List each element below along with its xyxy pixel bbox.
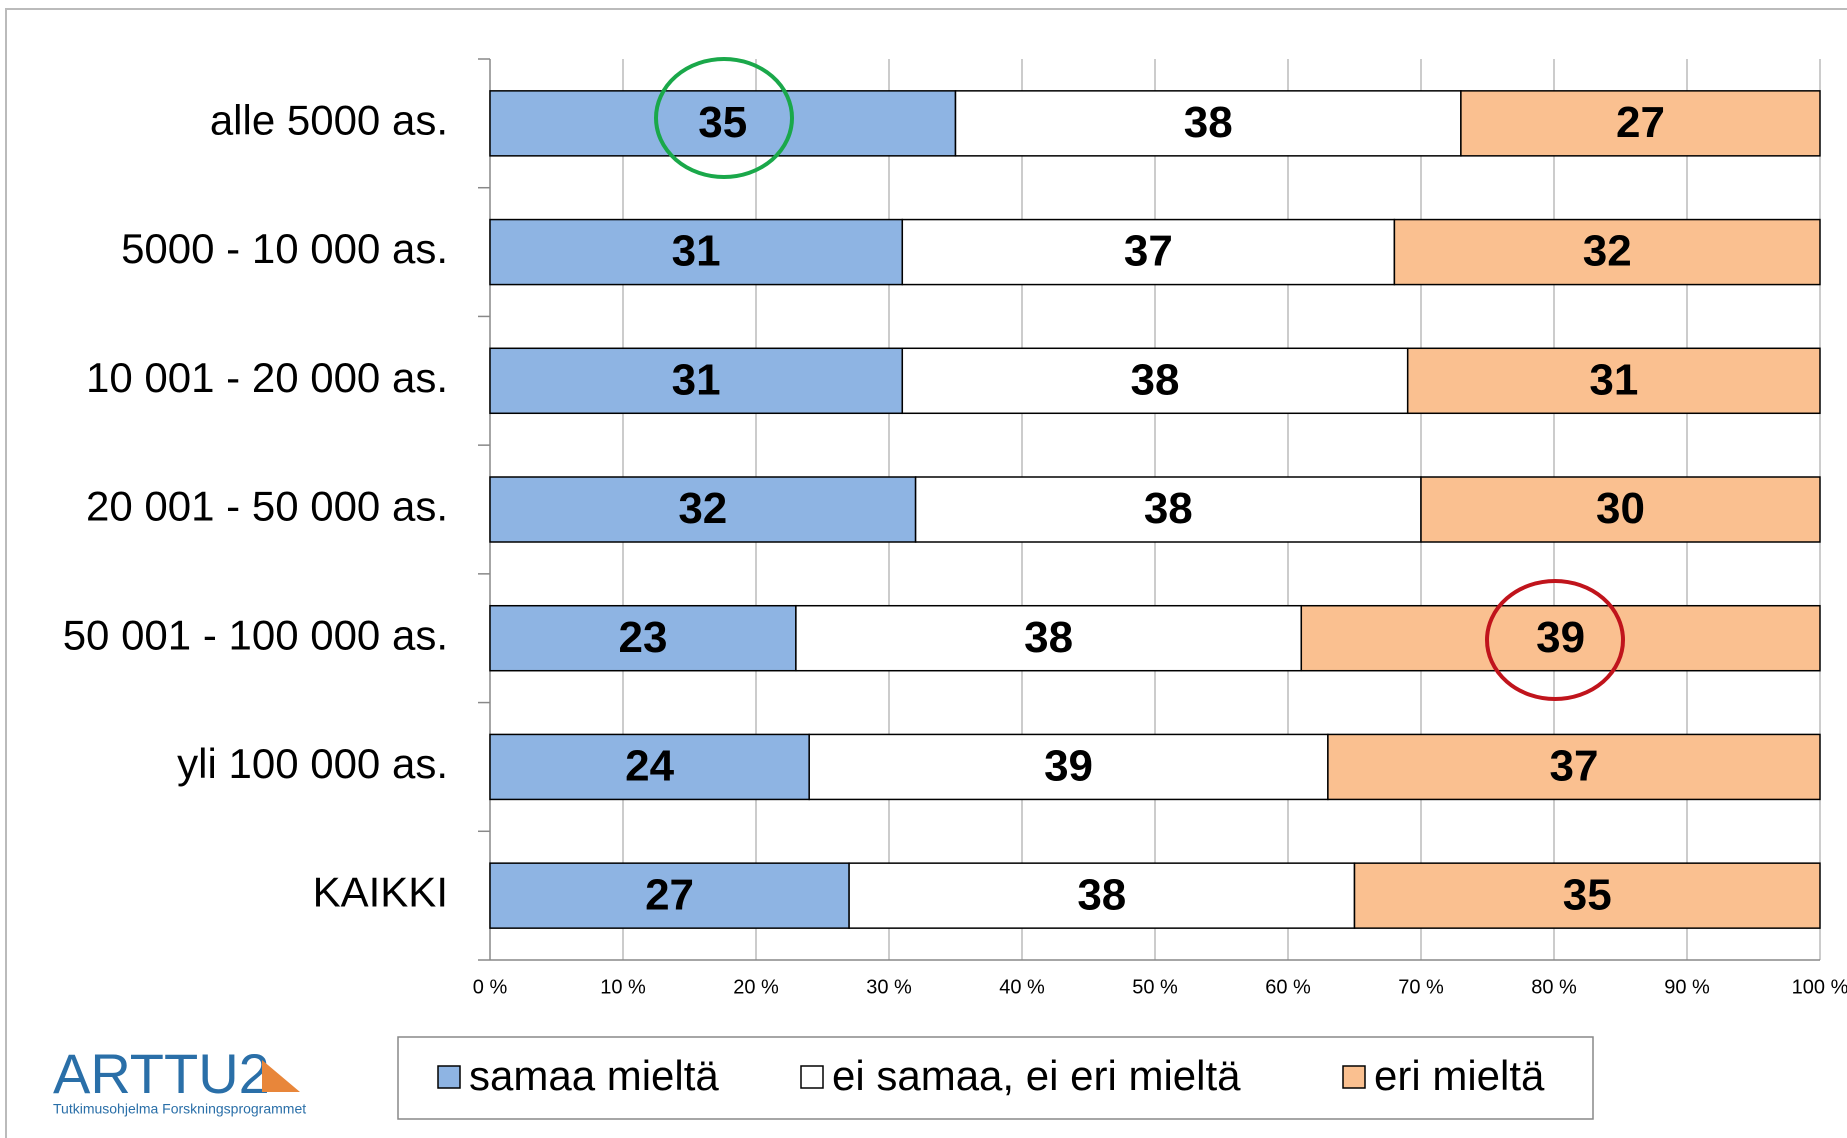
value-label: 32 <box>1583 227 1632 276</box>
legend-box <box>397 1036 1594 1120</box>
logo-sail <box>262 1060 300 1092</box>
value-label: 31 <box>672 355 721 404</box>
value-label: 30 <box>1596 484 1645 533</box>
logo-title: ARTTU2 <box>53 1042 270 1105</box>
x-tick-label: 0 % <box>473 976 508 998</box>
value-label: 38 <box>1144 484 1193 533</box>
bar-segment <box>954 90 1462 157</box>
frame <box>5 8 1847 1138</box>
bar-segment <box>1406 347 1821 415</box>
legend-label: eri mieltä <box>1374 1052 1545 1099</box>
x-tick-label: 10 % <box>600 976 646 998</box>
x-tick-label: 100 % <box>1792 976 1847 998</box>
legend-swatch <box>1342 1065 1366 1089</box>
highlight-circle <box>1485 579 1625 701</box>
bar-segment <box>1460 90 1821 157</box>
bar-segment <box>489 347 904 415</box>
y-tick-label: KAIKKI <box>313 869 448 916</box>
x-tick-label: 50 % <box>1132 976 1178 998</box>
value-label: 38 <box>1077 870 1126 919</box>
bar-segment <box>1393 218 1821 286</box>
value-label: 35 <box>1563 870 1612 919</box>
bar-segment <box>1420 476 1821 543</box>
bar-segment <box>489 604 797 672</box>
value-label: 38 <box>1131 355 1180 404</box>
logo-subtitle: Tutkimusohjelma Forskningsprogrammet <box>53 1101 306 1117</box>
legend-label: samaa mieltä <box>469 1052 719 1099</box>
x-tick-label: 70 % <box>1398 976 1444 998</box>
value-label: 37 <box>1549 742 1598 791</box>
bar-segment <box>914 476 1422 543</box>
bar-segment <box>795 604 1303 672</box>
value-label: 38 <box>1024 613 1073 662</box>
value-label: 37 <box>1124 227 1173 276</box>
x-tick-label: 90 % <box>1664 976 1710 998</box>
value-label: 23 <box>618 613 667 662</box>
bar-segment <box>808 733 1329 801</box>
value-label: 31 <box>1589 355 1638 404</box>
x-tick-label: 30 % <box>866 976 912 998</box>
bar-segment <box>901 218 1396 286</box>
y-tick-label: 10 001 - 20 000 as. <box>86 354 448 401</box>
y-tick-label: alle 5000 as. <box>210 96 448 143</box>
legend-label: ei samaa, ei eri mieltä <box>832 1052 1241 1099</box>
y-tick-label: 50 001 - 100 000 as. <box>63 611 448 658</box>
x-tick-label: 20 % <box>733 976 779 998</box>
value-label: 32 <box>678 484 727 533</box>
value-label: 27 <box>645 870 694 919</box>
bar-segment <box>489 476 917 543</box>
value-label: 35 <box>698 98 747 147</box>
value-label: 39 <box>1536 613 1585 662</box>
bar-segment <box>1353 862 1821 929</box>
value-label: 31 <box>672 227 721 276</box>
bar-segment <box>848 862 1356 929</box>
bar-segment <box>489 862 850 929</box>
bar-segment <box>1327 733 1821 801</box>
bar-segment <box>1300 604 1821 672</box>
x-tick-label: 40 % <box>999 976 1045 998</box>
value-label: 39 <box>1044 742 1093 791</box>
value-label: 27 <box>1616 98 1665 147</box>
x-tick-label: 60 % <box>1265 976 1311 998</box>
value-label: 24 <box>625 742 674 791</box>
y-tick-label: 5000 - 10 000 as. <box>121 225 448 272</box>
bar-segment <box>489 733 810 801</box>
highlight-circle <box>654 57 794 179</box>
bar-segment <box>901 347 1409 415</box>
legend-swatch <box>437 1065 461 1089</box>
bar-segment <box>489 218 904 286</box>
y-tick-label: 20 001 - 50 000 as. <box>86 483 448 530</box>
x-tick-label: 80 % <box>1531 976 1577 998</box>
value-label: 38 <box>1184 98 1233 147</box>
y-tick-label: yli 100 000 as. <box>177 740 448 787</box>
legend-swatch <box>800 1065 824 1089</box>
